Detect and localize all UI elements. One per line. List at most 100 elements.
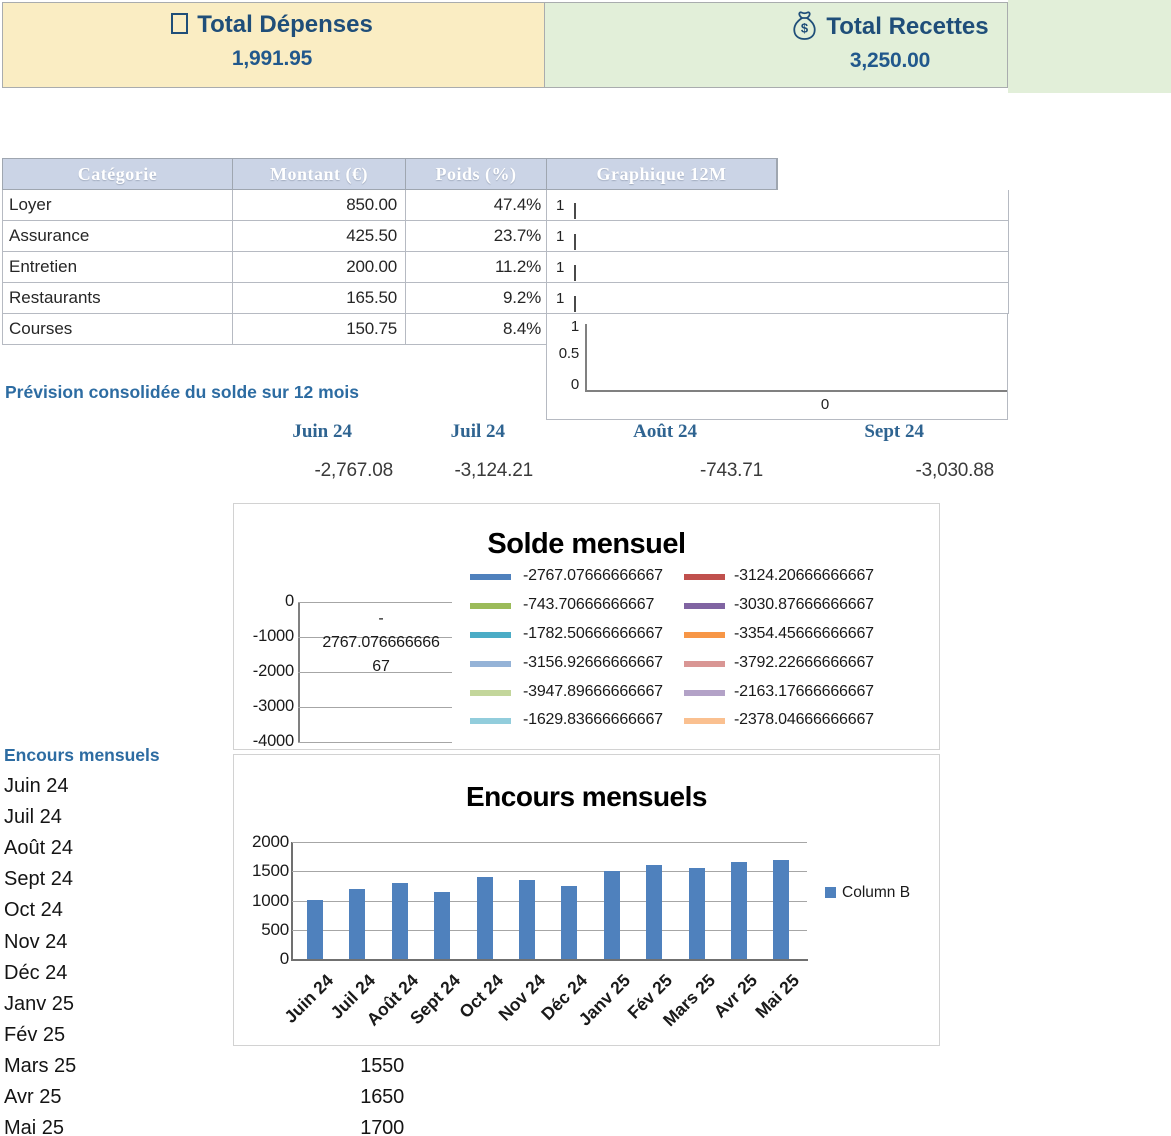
prevision-value-cell[interactable]: -3,124.21 <box>454 460 534 481</box>
month-list-cell[interactable]: Janv 25 <box>4 992 75 1015</box>
missing-glyph-icon <box>171 13 189 34</box>
month-list-cell[interactable]: Juil 24 <box>4 806 62 829</box>
header-montant[interactable]: Montant (€) <box>233 159 406 189</box>
month-list-cell[interactable]: Juin 24 <box>4 775 69 797</box>
sparkline-axis-line <box>574 234 576 250</box>
solde-data-label: - 2767.076666666 67 <box>306 607 456 679</box>
encours-y-axis <box>291 842 293 961</box>
cell-categorie[interactable]: Assurance <box>3 221 233 252</box>
cell-poids[interactable]: 23.7% <box>406 221 547 252</box>
total-recettes-card[interactable] <box>545 2 1008 88</box>
legend-swatch <box>684 574 725 580</box>
prevision-value-cell[interactable]: -743.71 <box>699 460 763 481</box>
total-recettes-value: 3,250.00 <box>849 49 931 72</box>
month-list-cell[interactable]: Août 24 <box>4 837 73 860</box>
legend-swatch <box>684 690 725 696</box>
prevision-month-header[interactable]: Août 24 <box>633 421 697 442</box>
bar <box>688 868 705 959</box>
cell-categorie[interactable]: Restaurants <box>3 283 233 314</box>
sparkline-axis-label: 1 <box>556 259 565 276</box>
cell-montant[interactable]: 425.50 <box>233 221 406 252</box>
month-list-cell[interactable]: Mars 25 <box>4 1054 77 1077</box>
sparkline-y-tick: 1 <box>570 318 579 335</box>
table-row: Restaurants 165.50 9.2% 1 <box>2 283 1009 314</box>
value-cell[interactable]: 1650 <box>360 1086 404 1109</box>
y-axis-tick-label: -1000 <box>252 627 294 645</box>
cell-categorie[interactable]: Loyer <box>3 190 233 221</box>
sparkline-y-tick: 0 <box>570 376 579 393</box>
sparkline-cell[interactable]: 1 <box>547 252 1009 283</box>
money-bag-icon: $ <box>793 11 816 40</box>
total-depenses-card[interactable] <box>2 2 545 88</box>
encours-list-heading[interactable]: Encours mensuels <box>4 745 160 765</box>
legend-label: -3156.92666666667 <box>523 654 663 671</box>
table-row: Entretien 200.00 11.2% 1 <box>2 252 1009 283</box>
cell-poids[interactable]: 47.4% <box>406 190 547 221</box>
cell-poids[interactable]: 11.2% <box>406 252 547 283</box>
y-axis-tick-label: 0 <box>285 592 294 610</box>
header-graphique[interactable]: Graphique 12M <box>547 159 777 189</box>
header-poids[interactable]: Poids (%) <box>406 159 547 189</box>
legend-label: -3030.87666666667 <box>734 596 874 613</box>
month-list-cell[interactable]: Sept 24 <box>4 868 73 891</box>
y-axis-tick-label: 0 <box>279 949 289 968</box>
legend-swatch <box>470 718 511 724</box>
cell-montant[interactable]: 150.75 <box>233 314 406 345</box>
cell-montant[interactable]: 200.00 <box>233 252 406 283</box>
sparkline-chart-cell[interactable]: 1 0.5 0 0 <box>546 314 1008 420</box>
value-cell[interactable]: 1550 <box>360 1055 404 1077</box>
legend-swatch <box>470 690 511 696</box>
total-recettes-title: $ Total Recettes <box>715 10 1065 42</box>
sparkline-cell[interactable]: 1 <box>547 221 1009 252</box>
month-list-cell[interactable]: Nov 24 <box>4 930 68 953</box>
sparkline-cell[interactable]: 1 <box>547 283 1009 314</box>
sparkline-y-axis <box>585 324 587 390</box>
gridline <box>298 672 452 673</box>
cell-categorie[interactable]: Courses <box>3 314 233 345</box>
prevision-heading[interactable]: Prévision consolidée du solde sur 12 moi… <box>5 382 359 402</box>
prevision-month-header[interactable]: Juil 24 <box>450 421 505 442</box>
prevision-value-cell[interactable]: -2,767.08 <box>314 460 394 481</box>
gridline <box>292 929 807 931</box>
month-list-cell[interactable]: Mai 25 <box>4 1117 65 1136</box>
total-depenses-label: Total Dépenses <box>197 11 373 38</box>
prevision-month-row: Juin 24 Juil 24 Août 24 Sept 24 <box>0 421 1171 443</box>
legend-label: -1782.50666666667 <box>523 625 663 642</box>
month-list-cell[interactable]: Déc 24 <box>4 961 68 984</box>
cell-montant[interactable]: 165.50 <box>233 283 406 314</box>
sparkline-x-tick: 0 <box>820 396 830 413</box>
legend-swatch <box>470 632 511 638</box>
month-list-cell[interactable]: Fév 25 <box>4 1023 66 1046</box>
cell-poids[interactable]: 9.2% <box>406 283 547 314</box>
prevision-value-cell[interactable]: -3,030.88 <box>915 460 995 481</box>
total-recettes-content: $ Total Recettes 3,250.00 <box>715 10 1065 76</box>
month-list-cell[interactable]: Oct 24 <box>4 899 63 922</box>
solde-mensuel-chart[interactable]: Solde mensuel - 2767.076666666 67 0 -1000 -2… <box>233 503 940 750</box>
legend-swatch <box>684 661 725 667</box>
bar <box>434 892 451 959</box>
legend-swatch <box>684 632 725 638</box>
legend-swatch <box>684 603 725 609</box>
cell-poids[interactable]: 8.4% <box>406 314 547 345</box>
prevision-month-header[interactable]: Juin 24 <box>292 421 352 442</box>
header-categorie[interactable]: Catégorie <box>3 159 233 189</box>
legend-swatch <box>684 718 725 724</box>
encours-mensuels-chart[interactable]: Encours mensuels Column B 0 500 1000 1500 20… <box>233 754 940 1046</box>
legend-swatch <box>470 574 511 580</box>
legend-label: -1629.83666666667 <box>523 711 663 728</box>
total-recettes-label: Total Recettes <box>826 13 989 40</box>
bar <box>349 889 366 959</box>
gridline <box>292 842 807 843</box>
data-label-line: 2767.076666666 <box>322 634 440 651</box>
prevision-month-header[interactable]: Sept 24 <box>864 421 924 442</box>
sparkline-cell[interactable]: 1 <box>547 190 1009 221</box>
sparkline-y-tick: 0.5 <box>558 345 579 362</box>
gridline <box>298 742 452 743</box>
data-label-line: 67 <box>372 658 390 675</box>
cell-montant[interactable]: 850.00 <box>233 190 406 221</box>
value-cell[interactable]: 1700 <box>360 1117 404 1136</box>
cell-categorie[interactable]: Entretien <box>3 252 233 283</box>
table-row: Courses 150.75 8.4% <box>2 314 547 345</box>
gridline <box>298 637 452 638</box>
month-list-cell[interactable]: Avr 25 <box>4 1086 62 1108</box>
